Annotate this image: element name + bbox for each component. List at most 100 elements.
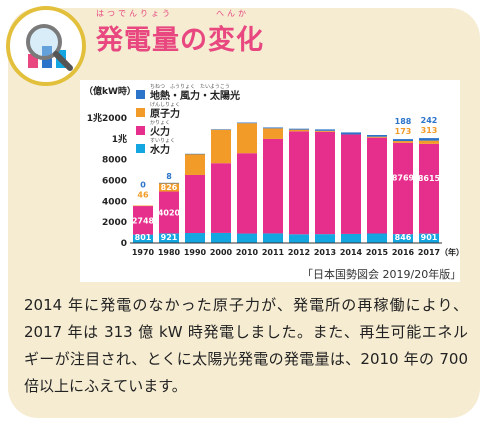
legend-swatch [136, 90, 145, 99]
legend-ruby: ちねつ ふうりょく たいようこう [150, 84, 230, 90]
bar-segment [185, 174, 205, 234]
bar-segment [159, 233, 179, 243]
y-tick-label: 0 [121, 239, 127, 249]
magnifier-chart-icon [6, 6, 86, 86]
description-text: 2014 年に発電のなかった原子力が、発電所の再稼働により、2017 年は 31… [24, 296, 468, 395]
bar-segment [315, 234, 335, 243]
legend-label: 水力 [149, 143, 170, 156]
bar-segment [263, 128, 283, 139]
bar-segment [419, 233, 439, 243]
bar-segment [289, 129, 309, 132]
bar-segment [159, 191, 179, 234]
legend-label: 地熱・風力・太陽光 [150, 89, 240, 102]
data-label-thermal: 2748 [132, 216, 155, 225]
bar-segment [237, 122, 257, 124]
bar-segment [367, 233, 387, 243]
legend-label: 火力 [150, 125, 170, 138]
bar-segment [393, 139, 413, 142]
x-tick-label: 1990 [184, 248, 207, 257]
bar-segment [133, 206, 153, 235]
x-tick-label: 2015 [366, 248, 389, 257]
x-tick-label: 2000 [210, 248, 233, 257]
title-ruby-2: へんか [216, 9, 249, 18]
x-tick-label: 1970 [132, 248, 155, 257]
bar-segment [341, 134, 361, 234]
bar-segment [185, 153, 205, 175]
data-label-renewable: 8 [166, 172, 172, 181]
bar-segment [341, 132, 361, 135]
y-tick-label: 6000 [102, 177, 127, 187]
legend-ruby: すいりょく [150, 138, 175, 144]
bar-segment [185, 233, 205, 243]
data-label-thermal: 8615 [418, 174, 441, 183]
y-tick-label: 2000 [102, 218, 127, 228]
bar-segment [393, 141, 413, 143]
x-tick-label: 1980 [158, 248, 181, 257]
y-tick-label: 8000 [102, 156, 127, 166]
bar-segment [315, 129, 335, 131]
y-tick-label: 1兆2000 [87, 112, 127, 124]
data-label-nuclear: 46 [137, 191, 149, 200]
bar-segment [419, 143, 439, 234]
bar-segment [341, 233, 361, 243]
data-label-renewable: 188 [395, 117, 412, 126]
data-label-thermal: 4020 [158, 208, 181, 217]
title-ruby-1: はつでんりょう [96, 9, 173, 18]
x-tick-label: 2011 [262, 248, 285, 257]
bar-segment [211, 129, 231, 164]
bar-segment [237, 123, 257, 154]
bar-segment [419, 138, 439, 141]
legend-swatch [136, 144, 145, 153]
x-tick-label: 2010 [236, 248, 259, 257]
data-label-thermal: 8769 [392, 174, 415, 183]
data-label-hydro: 921 [161, 233, 178, 242]
bar-segment [211, 163, 231, 233]
bar-segment [133, 205, 153, 207]
bar-segment [289, 234, 309, 243]
y-axis-label: （億kW時） [84, 85, 136, 97]
data-label-nuclear: 826 [161, 183, 178, 192]
data-label-nuclear: 173 [395, 127, 412, 136]
bar-segment [419, 140, 439, 144]
bar-segment [237, 233, 257, 243]
data-label-renewable: 242 [421, 116, 438, 125]
stacked-bar-chart: （億kW時） 0 2000 4000 6000 8000 1兆 1兆2000 1970 801 27… [84, 84, 464, 257]
bar-segment [185, 153, 205, 155]
bar-segment [159, 182, 179, 184]
legend-ruby: げんしりょく [150, 101, 180, 108]
bar-segment [367, 136, 387, 138]
source-citation: 「日本国勢図会 2019/20年版」 [302, 268, 462, 281]
bar-segment [367, 137, 387, 234]
y-tick-label: 1兆 [112, 133, 127, 145]
x-tick-label: 2012 [288, 248, 310, 257]
data-label-hydro: 801 [135, 233, 152, 242]
bar-segment [211, 232, 231, 243]
legend-swatch [136, 126, 145, 135]
x-axis-unit: （年） [440, 247, 460, 257]
bar-segment [263, 138, 283, 234]
legend-swatch [136, 108, 145, 117]
data-label-renewable: 0 [140, 181, 146, 190]
data-label-hydro: 901 [421, 233, 438, 242]
data-label-hydro: 846 [395, 233, 412, 242]
bar-segment [263, 127, 283, 129]
bar-segment [367, 134, 387, 137]
bar-segment [315, 130, 335, 132]
y-tick-label: 4000 [102, 197, 127, 207]
legend-ruby: かりょく [150, 119, 170, 126]
bar-segment [263, 233, 283, 243]
bar-segment [393, 142, 413, 235]
bar-segment [315, 131, 335, 235]
bar-segment [289, 128, 309, 130]
bar-segment [393, 234, 413, 243]
bar-segment [211, 129, 231, 130]
x-tick-label: 2017 [418, 248, 440, 257]
bar-segment [133, 234, 153, 243]
x-tick-label: 2014 [340, 248, 363, 257]
bar-segment [237, 153, 257, 234]
x-tick-label: 2016 [392, 248, 415, 257]
x-tick-label: 2013 [314, 248, 336, 257]
page-title: 発電量の変化 [96, 25, 264, 56]
data-label-nuclear: 313 [421, 126, 438, 135]
bar-segment [289, 131, 309, 235]
